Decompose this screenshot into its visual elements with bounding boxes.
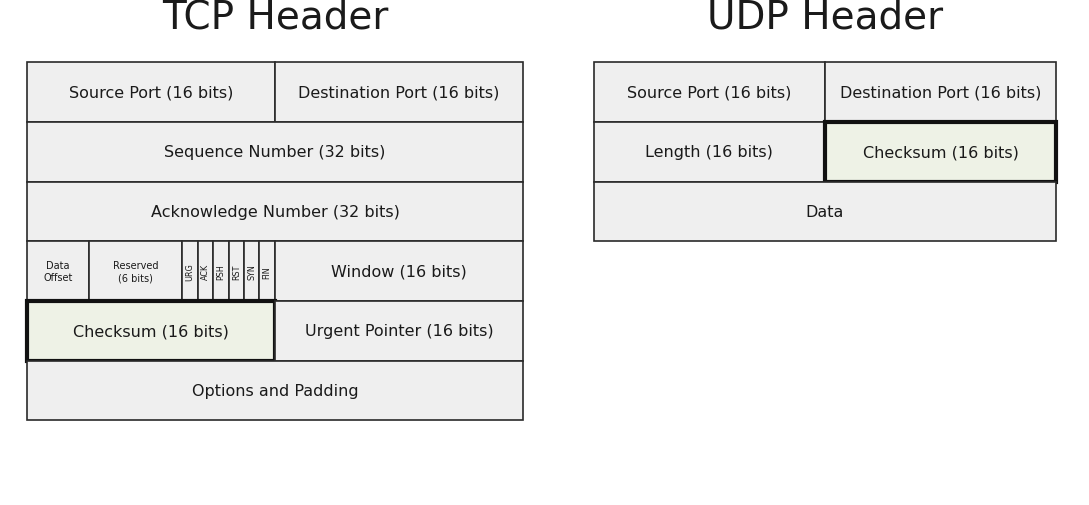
Bar [27,182,523,242]
Text: Destination Port (16 bits): Destination Port (16 bits) [840,85,1041,100]
Text: Sequence Number (32 bits): Sequence Number (32 bits) [164,145,386,160]
Text: Acknowledge Number (32 bits): Acknowledge Number (32 bits) [150,205,400,220]
Text: Reserved
(6 bits): Reserved (6 bits) [113,261,158,282]
Bar [27,361,523,421]
Text: TCP Header: TCP Header [162,0,388,37]
Bar [259,242,274,301]
Bar [825,63,1056,123]
Bar [27,63,274,123]
Bar [182,242,197,301]
Bar [274,301,523,361]
Text: RST: RST [232,264,241,279]
Text: Options and Padding: Options and Padding [192,383,358,398]
Bar [229,242,244,301]
Bar [825,123,1056,182]
Bar [197,242,213,301]
Text: SYN: SYN [247,264,256,280]
Text: URG: URG [185,263,194,281]
Text: PSH: PSH [217,264,225,280]
Bar [274,242,523,301]
Text: Length (16 bits): Length (16 bits) [646,145,773,160]
Text: Source Port (16 bits): Source Port (16 bits) [627,85,792,100]
Text: FIN: FIN [262,266,272,278]
Text: Source Port (16 bits): Source Port (16 bits) [69,85,233,100]
Text: Urgent Pointer (16 bits): Urgent Pointer (16 bits) [305,324,493,339]
Text: UDP Header: UDP Header [707,0,943,37]
Text: Checksum (16 bits): Checksum (16 bits) [862,145,1018,160]
Bar [89,242,182,301]
Bar [27,242,89,301]
Bar [213,242,229,301]
Bar [27,301,274,361]
Text: Data: Data [806,205,844,220]
Bar [594,182,1056,242]
Bar [27,123,523,182]
Bar [594,63,825,123]
Bar [274,63,523,123]
Text: ACK: ACK [200,264,210,280]
Text: Window (16 bits): Window (16 bits) [331,264,467,279]
Bar [594,123,825,182]
Bar [244,242,259,301]
Text: Data
Offset: Data Offset [44,261,73,282]
Text: Checksum (16 bits): Checksum (16 bits) [73,324,229,339]
Text: Destination Port (16 bits): Destination Port (16 bits) [298,85,500,100]
